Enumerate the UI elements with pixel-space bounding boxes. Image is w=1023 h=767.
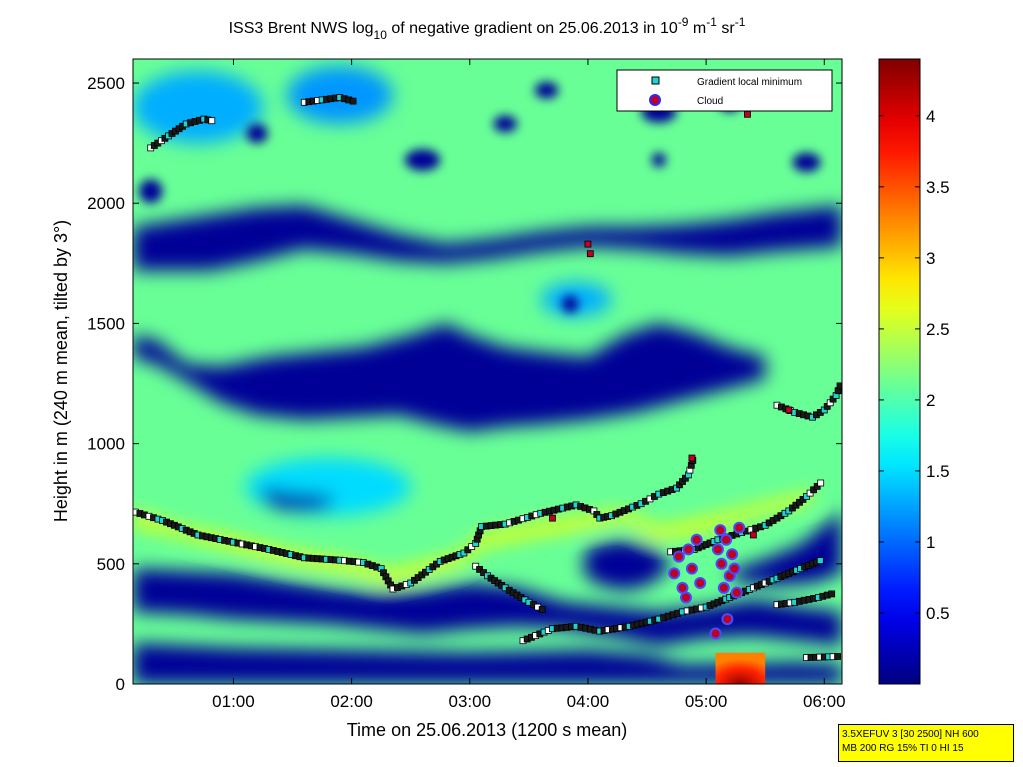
- cloud-point: [672, 550, 685, 563]
- heatmap-spot: [246, 123, 268, 144]
- cloud-point: [728, 562, 741, 575]
- colorbar-tick-label: 1: [926, 533, 935, 552]
- info-line-1: 3.5XEFUV 3 [30 2500] NH 600: [842, 729, 979, 740]
- colorbar-tick-label: 3.5: [926, 178, 950, 197]
- legend-label-cloud: Cloud: [697, 96, 723, 107]
- x-tick-label: 06:00: [803, 692, 846, 711]
- heatmap-spot: [792, 152, 821, 172]
- colorbar-tick-label: 3: [926, 249, 935, 268]
- heatmap-dark-band: [133, 323, 766, 432]
- heatmap-spot: [138, 179, 163, 204]
- gradient-minimum-point: [836, 382, 842, 390]
- cloud-point: [680, 591, 693, 604]
- heatmap-spot: [651, 152, 666, 168]
- gradient-minimum-point: [816, 557, 824, 564]
- y-tick-label: 1000: [87, 435, 125, 454]
- x-axis-ticks: 01:00 02:00 03:00 04:00 05:00 06:00: [212, 59, 846, 711]
- heatmap-spot: [404, 149, 441, 171]
- colorbar-ticks: 0.5 1 1.5 2 2.5 3 3.5 4: [879, 107, 950, 623]
- heatmap-plot-area: [133, 59, 842, 684]
- heatmap-dark-band: [133, 205, 842, 271]
- cloud-point: [726, 548, 739, 561]
- cloud-point: [690, 533, 703, 546]
- colorbar-gradient: [878, 58, 921, 685]
- legend: Gradient local minimum Cloud: [616, 69, 833, 112]
- gradient-minimum-point: [208, 117, 216, 125]
- gradient-minimum-point: [817, 479, 825, 487]
- cloud-point: [682, 543, 695, 556]
- x-tick-label: 05:00: [685, 692, 728, 711]
- cloud-markers: [668, 521, 746, 640]
- gradient-minimum-point: [349, 97, 357, 105]
- colorbar-tick-label: 4: [926, 107, 935, 126]
- gradient-minimum-markers: [133, 94, 842, 661]
- heatmap-spot: [561, 295, 579, 313]
- colorbar-tick-label: 2.5: [926, 320, 950, 339]
- colorbar-tick-label: 2: [926, 391, 935, 410]
- cloud-point: [714, 524, 727, 537]
- gradient-minimum-point: [834, 653, 841, 660]
- legend-marker-gradient-minimum: [651, 76, 660, 85]
- legend-marker-cloud: [649, 94, 661, 106]
- gradient-minimum-cloud-point: [749, 531, 757, 539]
- heatmap-dark-band: [263, 486, 334, 511]
- plot-frame: [132, 58, 843, 685]
- cloud-point: [720, 533, 733, 546]
- heatmap-hot-patch: [715, 652, 766, 684]
- cloud-point: [676, 581, 689, 594]
- gradient-minimum-cloud-point: [584, 240, 592, 248]
- x-tick-label: 02:00: [330, 692, 373, 711]
- chart-title: ISS3 Brent NWS log10 of negative gradien…: [229, 15, 746, 42]
- legend-label-gradient-minimum: Gradient local minimum: [697, 77, 802, 88]
- y-tick-label: 0: [116, 675, 125, 694]
- gradient-minimum-point: [538, 606, 546, 613]
- cloud-point: [694, 577, 707, 590]
- heatmap-spot: [534, 81, 559, 99]
- colorbar: 0.5 1 1.5 2 2.5 3 3.5 4: [878, 58, 950, 685]
- y-axis-ticks: 0 500 1000 1500 2000 2500: [87, 74, 842, 694]
- heatmap-dark-band: [582, 539, 671, 591]
- cloud-point: [715, 557, 728, 570]
- cloud-point: [733, 521, 746, 534]
- y-tick-label: 1500: [87, 314, 125, 333]
- cloud-point: [730, 586, 743, 599]
- y-axis-label: Height in m (240 m mean, tilted by 3°): [51, 220, 71, 522]
- x-tick-label: 03:00: [449, 692, 492, 711]
- heatmap-blob: [133, 71, 263, 144]
- cloud-point: [668, 567, 681, 580]
- gradient-minimum-cloud-point: [688, 454, 696, 462]
- gradient-minimum-point: [828, 590, 836, 598]
- gradient-minimum-cloud-point: [785, 406, 793, 414]
- gradient-minimum-cloud-point: [586, 250, 594, 258]
- colorbar-tick-label: 1.5: [926, 462, 950, 481]
- heatmap-dark-band: [133, 643, 842, 684]
- cloud-point: [709, 627, 722, 640]
- heatmap-spot: [493, 115, 518, 133]
- x-tick-label: 01:00: [212, 692, 255, 711]
- x-tick-label: 04:00: [567, 692, 610, 711]
- heatmap-hot-region: [715, 652, 766, 684]
- cloud-point: [717, 581, 730, 594]
- colorbar-tick-label: 0.5: [926, 604, 950, 623]
- x-axis-label: Time on 25.06.2013 (1200 s mean): [347, 720, 628, 740]
- info-line-2: MB 200 RG 15% TI 0 HI 15: [842, 743, 964, 754]
- cloud-point: [721, 613, 734, 626]
- cloud-point: [711, 543, 724, 556]
- processing-info-box: 3.5XEFUV 3 [30 2500] NH 600 MB 200 RG 15…: [838, 724, 1014, 762]
- gradient-minimum-cloud-point: [549, 514, 556, 522]
- cloud-point: [685, 562, 698, 575]
- y-tick-label: 2000: [87, 194, 125, 213]
- y-tick-label: 500: [97, 555, 125, 574]
- heatmap-dark-band: [133, 568, 842, 646]
- y-tick-label: 2500: [87, 74, 125, 93]
- gradient-minimum-cloud-point: [744, 110, 751, 118]
